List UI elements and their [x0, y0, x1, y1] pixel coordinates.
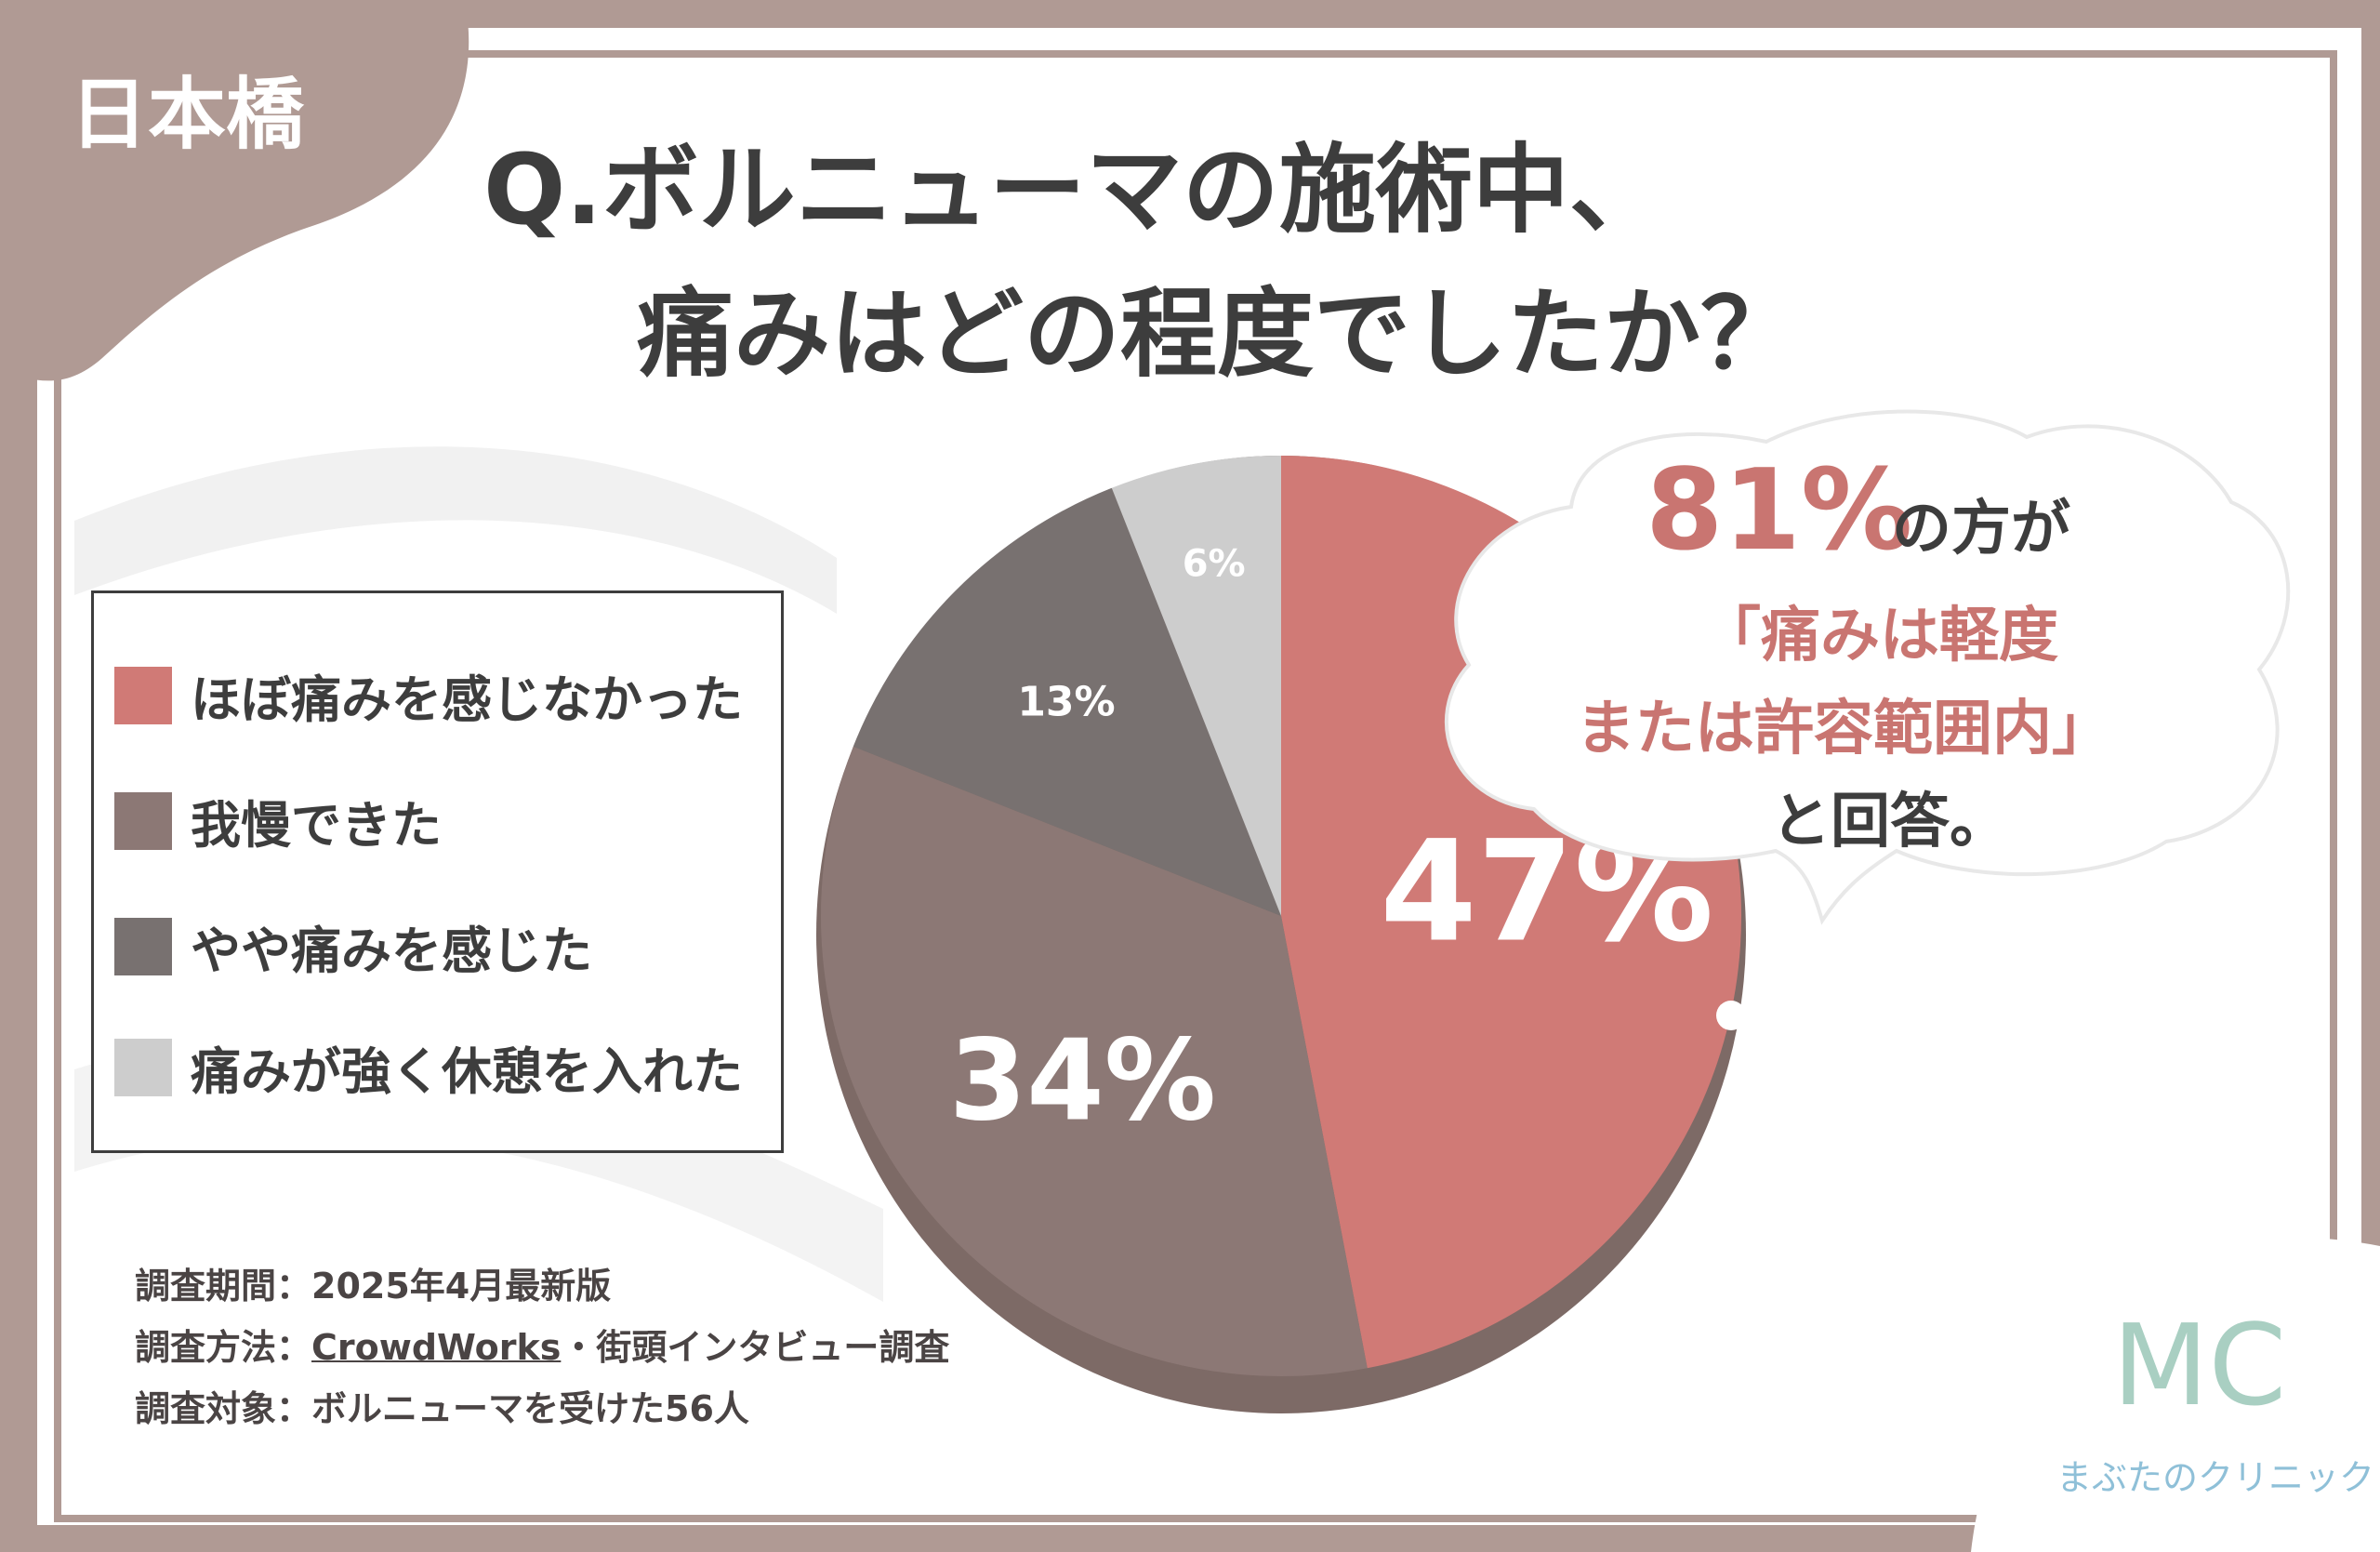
legend-swatch-1 [114, 666, 172, 724]
corner-tag: 日本橋 [70, 69, 305, 160]
callout-line4: と回答。 [1771, 788, 2009, 856]
callout-bubble [1445, 409, 2291, 1030]
legend-label-3: やや痛みを感じた [191, 922, 592, 980]
legend: ほぼ痛みを感じなかった 我慢できた やや痛みを感じた 痛みが強く休憩を入れた [91, 590, 784, 1153]
pie-slice-4 [1111, 456, 1281, 916]
survey-target: 調査対象：ボルニューマを受けた56人 [135, 1388, 749, 1429]
legend-swatch-4 [114, 1038, 172, 1096]
pie-label-4: 6% [1183, 543, 1246, 586]
survey-method-suffix: ・街頭インタビュー調査 [561, 1327, 950, 1368]
legend-label-1: ほぼ痛みを感じなかった [191, 670, 743, 729]
legend-item-2: 我慢できた [114, 784, 442, 857]
legend-item-4: 痛みが強く休憩を入れた [114, 1030, 743, 1104]
callout-big-number: 81% [1646, 446, 1912, 576]
pie-slice-3 [853, 487, 1281, 916]
callout-line3: または許容範囲内」 [1576, 695, 2111, 763]
logo-blob [1971, 1237, 2380, 1552]
pie-slice-2 [821, 746, 1368, 1376]
survey-method: 調査方法：CrowdWorks・街頭インタビュー調査 [135, 1319, 949, 1370]
callout-shape [1445, 409, 2291, 925]
legend-item-1: ほぼ痛みを感じなかった [114, 658, 743, 732]
title-line2: 痛みはどの程度でしたか？ [637, 277, 1797, 391]
bubble-dot-small [1716, 1001, 1746, 1030]
background-shadow [74, 446, 837, 614]
survey-period: 調査期間：2025年4月最新版 [135, 1266, 612, 1307]
title-line1: Q.ボルニューマの施術中、 [483, 133, 1666, 246]
bubble-dot-large [1759, 962, 1811, 1014]
callout-suffix: の方が [1892, 495, 2070, 564]
callout-line2: 「痛みは軽度 [1701, 602, 2058, 670]
pie-label-3: 13% [1017, 678, 1115, 725]
inner-frame [54, 50, 2337, 1522]
survey-method-prefix: 調査方法： [135, 1327, 312, 1368]
pie-label-2: 34% [949, 1017, 1216, 1147]
legend-label-2: 我慢できた [191, 796, 442, 855]
legend-swatch-2 [114, 791, 172, 850]
crowdworks-link[interactable]: CrowdWorks [311, 1327, 562, 1368]
legend-label-4: 痛みが強く休憩を入れた [191, 1042, 743, 1101]
brand-name: まぶたのクリニック [2056, 1457, 2374, 1498]
legend-item-3: やや痛みを感じた [114, 909, 592, 983]
brand-logo: MC [2112, 1302, 2286, 1431]
legend-swatch-3 [114, 917, 172, 975]
corner-blob [0, 0, 469, 381]
